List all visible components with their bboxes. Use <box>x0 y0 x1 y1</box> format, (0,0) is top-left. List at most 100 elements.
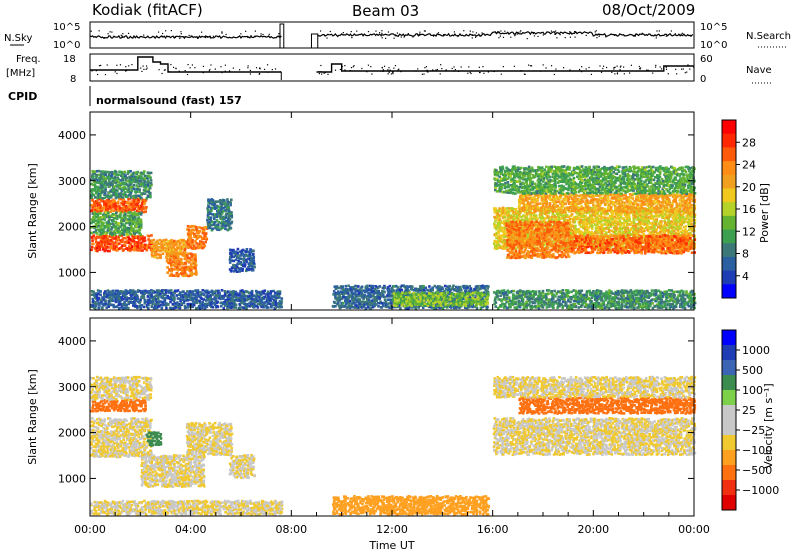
power-cell <box>217 208 220 212</box>
power-cell <box>169 250 172 253</box>
power-cell <box>235 265 239 268</box>
power-cell <box>132 293 135 296</box>
power-cell <box>135 304 138 308</box>
power-cell <box>186 306 189 309</box>
power-cell <box>104 240 107 244</box>
power-cell <box>110 294 114 297</box>
power-cell <box>103 203 106 207</box>
nsky-tick-bottom: 10^0 <box>53 40 80 51</box>
power-cell <box>247 266 250 269</box>
power-cell <box>166 249 169 253</box>
power-cell <box>95 190 99 194</box>
power-cell <box>165 256 168 259</box>
power-cell <box>443 284 447 288</box>
power-cell <box>103 196 107 200</box>
power-cell <box>127 211 130 214</box>
nsky-label: N.Sky <box>4 33 32 44</box>
power-cell <box>181 270 184 273</box>
power-cell <box>118 197 121 201</box>
nave-dot <box>142 65 144 67</box>
power-cell <box>227 206 230 209</box>
nave-dot <box>393 67 395 69</box>
power-cell <box>106 237 109 241</box>
nave-dot <box>320 64 322 67</box>
power-cell <box>145 190 149 193</box>
power-cell <box>125 176 129 180</box>
power-cell <box>234 254 238 257</box>
power-cell <box>464 304 468 308</box>
power-cell <box>121 244 124 247</box>
power-cell <box>150 248 154 252</box>
power-cell <box>124 221 128 225</box>
power-cell <box>423 302 427 305</box>
power-cell <box>161 296 165 300</box>
power-cell <box>202 298 206 301</box>
nave-dot <box>388 71 390 73</box>
nave-dot <box>602 67 604 70</box>
power-cell <box>126 248 130 252</box>
power-cell <box>151 246 155 250</box>
power-cell <box>135 246 139 249</box>
power-cell <box>139 291 143 295</box>
power-cell <box>98 201 101 205</box>
power-cell <box>101 235 105 238</box>
power-cell <box>113 247 116 250</box>
nave-dot <box>652 72 654 74</box>
power-cell <box>224 302 227 305</box>
power-cell <box>118 297 121 301</box>
power-cell <box>128 197 132 201</box>
power-cell <box>131 214 135 217</box>
power-cell <box>253 265 256 269</box>
nsearch-dot <box>690 35 692 37</box>
power-cell <box>133 241 137 244</box>
power-cell <box>201 300 204 304</box>
power-cell <box>223 291 227 295</box>
power-cell <box>177 252 181 256</box>
power-cell <box>111 200 115 204</box>
power-cell <box>103 207 106 210</box>
power-cell <box>213 290 216 294</box>
power-cell <box>131 174 134 178</box>
nsearch-dot <box>367 31 370 33</box>
power-cell <box>110 188 113 191</box>
power-cell <box>126 230 129 233</box>
power-cell <box>475 306 479 310</box>
power-cell <box>96 212 99 216</box>
power-cell <box>128 246 132 250</box>
power-cell <box>178 297 182 300</box>
power-cell <box>185 268 188 271</box>
power-cell <box>369 294 373 297</box>
power-cell <box>123 296 127 299</box>
power-cell <box>123 300 126 304</box>
power-cell <box>224 216 228 219</box>
power-cell <box>174 263 178 266</box>
power-cell <box>401 300 404 304</box>
power-cell <box>202 237 206 240</box>
power-cell <box>90 218 94 221</box>
power-cell <box>180 302 183 305</box>
power-cell <box>143 174 147 178</box>
power-cell <box>125 296 129 299</box>
power-cell <box>114 170 118 174</box>
power-cell <box>129 186 133 189</box>
nave-dot <box>647 69 649 71</box>
power-cell <box>92 220 95 224</box>
nsearch-dot <box>379 32 381 34</box>
nsearch-dot <box>471 37 473 39</box>
power-cell <box>239 267 242 270</box>
power-cell <box>167 241 170 245</box>
power-cell <box>209 212 212 216</box>
power-cell <box>124 174 127 178</box>
nave-dot <box>614 73 616 75</box>
power-cell <box>229 201 232 205</box>
power-cell <box>101 248 105 251</box>
nsearch-dot <box>569 36 571 38</box>
nave-dot <box>184 70 186 72</box>
power-cell <box>107 222 111 225</box>
power-cell <box>125 206 128 210</box>
power-cell <box>169 243 173 247</box>
power-cell <box>123 244 127 247</box>
power-cell <box>138 301 141 305</box>
power-cell <box>246 254 250 257</box>
power-cell <box>568 217 572 221</box>
